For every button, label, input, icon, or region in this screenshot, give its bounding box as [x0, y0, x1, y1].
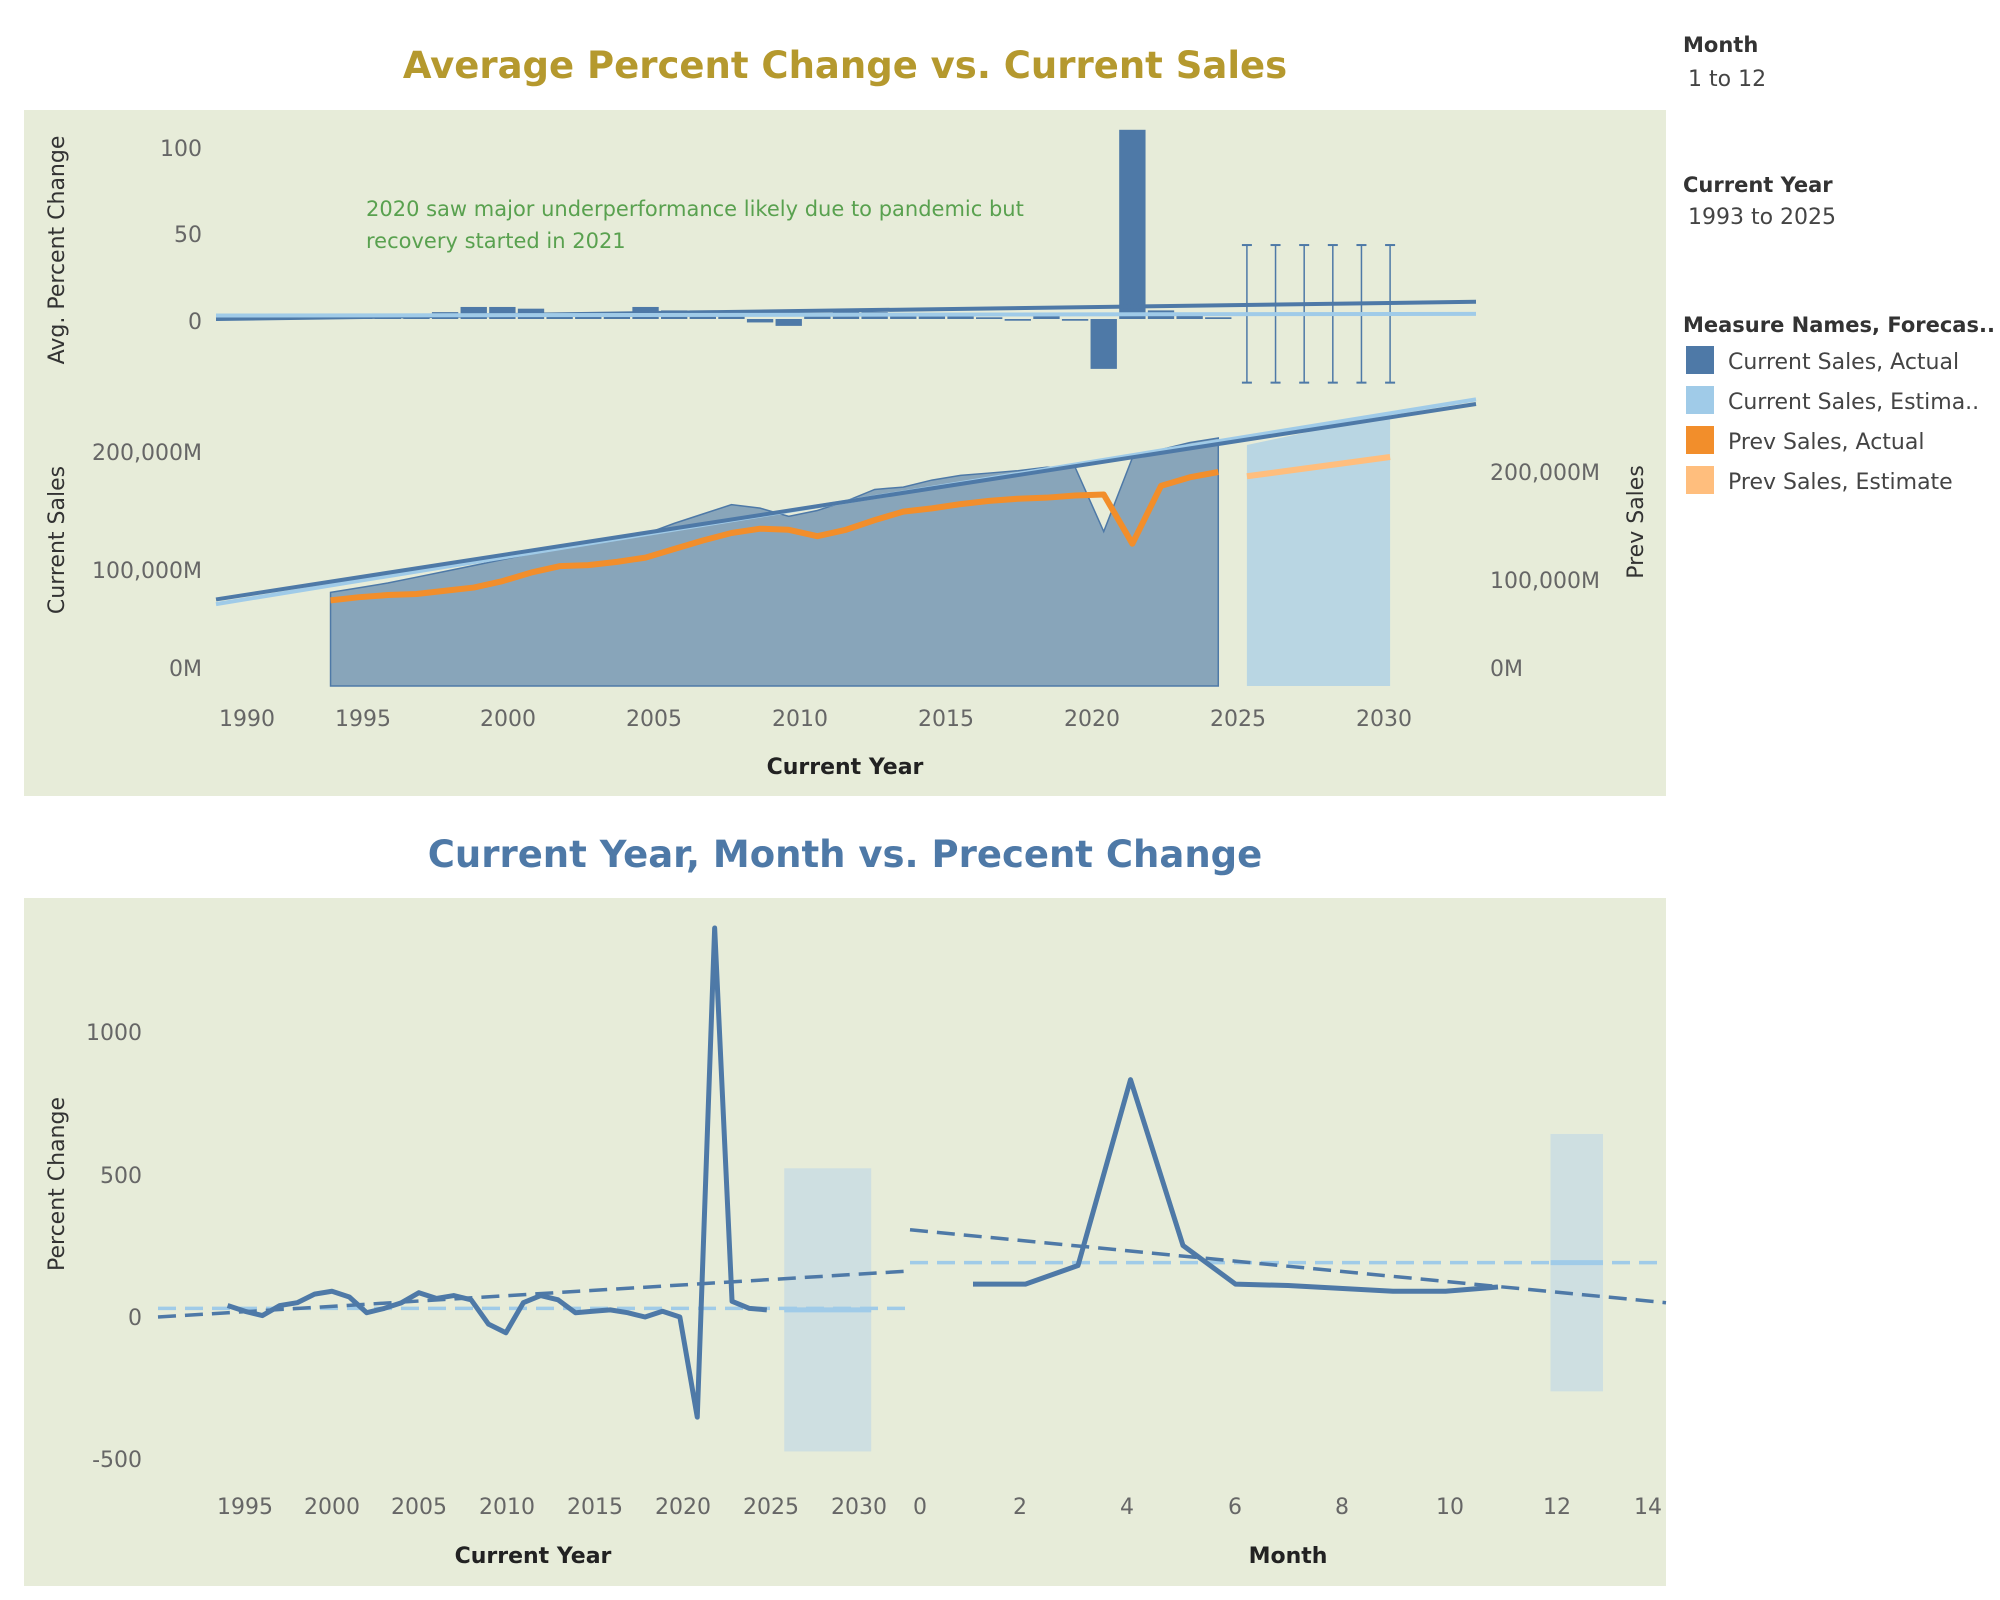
chart1-xlabel: Current Year: [767, 755, 924, 780]
chart1-top-ytick: 0: [188, 310, 202, 335]
chart2-year-xticks: 1995 2000 2005 2010 2015 2020 2025 2030: [217, 1495, 887, 1520]
chart2-month-xtick: 6: [1228, 1495, 1242, 1520]
chart1-xtick: 2020: [1064, 707, 1120, 732]
chart1-annotation-line2: recovery started in 2021: [366, 229, 626, 253]
chart2-ytick: 1000: [86, 1021, 142, 1046]
current-sales-estimate-area: [1246, 414, 1391, 686]
chart2-month-xlabel: Month: [1249, 1544, 1328, 1569]
chart1-top-bars: [215, 129, 1477, 384]
legend-swatch: [1686, 466, 1714, 494]
chart2-year-xtick: 2005: [391, 1495, 447, 1520]
percent-change-bar: [1033, 315, 1060, 319]
chart2-month-xtick: 8: [1335, 1495, 1349, 1520]
percent-change-bar: [1176, 315, 1203, 319]
legend-label: Prev Sales, Actual: [1728, 430, 1924, 455]
chart2-ytick: 0: [128, 1306, 142, 1331]
chart2-year-panel: [157, 925, 907, 1452]
percent-change-bar: [1061, 319, 1089, 321]
chart2-year-xtick: 1995: [217, 1495, 273, 1520]
prev-sales-actual-line: [330, 469, 1219, 604]
chart2-month-xtick: 0: [913, 1495, 927, 1520]
chart1-xticks: 1990 1995 2000 2005 2010 2015 2020 2025 …: [219, 707, 1412, 732]
percent-change-bar: [1090, 319, 1117, 369]
legend-label: Prev Sales, Estimate: [1728, 470, 1953, 495]
month-trend-line: [909, 1228, 1667, 1305]
year-filter-value[interactable]: 1993 to 2025: [1688, 205, 1836, 230]
chart1-top-ytick: 50: [174, 223, 202, 248]
chart1-top-ytick: 100: [160, 137, 202, 162]
chart1-xtick: 2015: [918, 707, 974, 732]
legend-title: Measure Names, Forecas..: [1683, 313, 1995, 337]
percent-change-bar: [746, 319, 774, 323]
chart1-bottom-ytick: 0M: [169, 657, 202, 682]
chart1-right-ytick: 0M: [1490, 657, 1523, 682]
year-trend-line: [157, 1269, 907, 1319]
avg-change-trend-line: [215, 311, 1477, 318]
chart1-right-ylabel: Prev Sales: [1624, 465, 1649, 579]
chart2-title: Current Year, Month vs. Precent Change: [428, 833, 1263, 876]
current-sales-trend-line: [215, 402, 1477, 602]
percent-change-bar: [775, 319, 802, 326]
chart2-month-xtick: 14: [1634, 1495, 1662, 1520]
chart2-year-xlabel: Current Year: [455, 1544, 612, 1569]
chart2-ylabel: Percent Change: [45, 1097, 70, 1271]
legend-label: Current Sales, Actual: [1728, 350, 1959, 375]
chart2-ytick: -500: [92, 1448, 142, 1473]
chart1-right-ytick: 200,000M: [1490, 461, 1600, 486]
chart2-year-xtick: 2000: [304, 1495, 360, 1520]
chart2-month-xtick: 10: [1436, 1495, 1464, 1520]
legend-label: Current Sales, Estima..: [1728, 390, 1979, 415]
chart1-bottom-ylabel: Current Sales: [45, 466, 70, 614]
chart1-xtick: 2010: [772, 707, 828, 732]
chart2-month-xtick: 12: [1543, 1495, 1571, 1520]
percent-change-bar: [976, 317, 1003, 319]
chart1-xtick: 1995: [335, 707, 391, 732]
percent-change-bar: [947, 315, 974, 319]
chart1-bottom-ytick: 200,000M: [92, 441, 202, 466]
prev-sales-estimate-line: [1246, 454, 1391, 480]
chart2-month-panel: [909, 1077, 1667, 1392]
chart1-right-ytick: 100,000M: [1490, 569, 1600, 594]
chart2-ytick: 500: [100, 1164, 142, 1189]
percent-change-bar: [1119, 129, 1146, 319]
chart2-year-xtick: 2025: [743, 1495, 799, 1520]
chart2-month-xtick: 2: [1013, 1495, 1027, 1520]
month-filter-value[interactable]: 1 to 12: [1688, 67, 1766, 92]
chart1-xtick: 2005: [626, 707, 682, 732]
chart1-bottom-area: [215, 397, 1477, 687]
year-percent-change-line: [226, 925, 768, 1420]
chart1-top-ylabel: Avg. Percent Change: [45, 136, 70, 365]
chart2-year-xtick: 2030: [831, 1495, 887, 1520]
legend: Current Sales, Actual Current Sales, Esti…: [1686, 346, 1979, 495]
chart1-xtick: 2025: [1210, 707, 1266, 732]
percent-change-bar: [1004, 319, 1031, 321]
chart1-xtick: 2030: [1356, 707, 1412, 732]
chart1-xtick: 1990: [219, 707, 275, 732]
chart1-annotation-line1: 2020 saw major underperformance likely d…: [366, 197, 1024, 221]
chart2-month-xtick: 4: [1120, 1495, 1134, 1520]
legend-swatch: [1686, 426, 1714, 454]
chart1-bottom-ytick: 100,000M: [92, 559, 202, 584]
chart1-xtick: 2000: [480, 707, 536, 732]
legend-swatch: [1686, 346, 1714, 374]
chart2-year-xtick: 2020: [655, 1495, 711, 1520]
month-percent-change-line: [973, 1077, 1499, 1294]
chart1-title: Average Percent Change vs. Current Sales: [403, 44, 1287, 87]
legend-swatch: [1686, 386, 1714, 414]
chart2-month-xticks: 0 2 4 6 8 10 12 14: [913, 1495, 1662, 1520]
filter-sidebar: Month 1 to 12 Current Year 1993 to 2025 …: [1683, 33, 1995, 495]
chart2-year-xtick: 2015: [567, 1495, 623, 1520]
percent-change-bar: [1205, 317, 1232, 319]
chart2-year-xtick: 2010: [479, 1495, 535, 1520]
month-filter-title: Month: [1683, 33, 1758, 57]
percent-change-bar: [918, 315, 946, 319]
year-filter-title: Current Year: [1683, 173, 1833, 197]
